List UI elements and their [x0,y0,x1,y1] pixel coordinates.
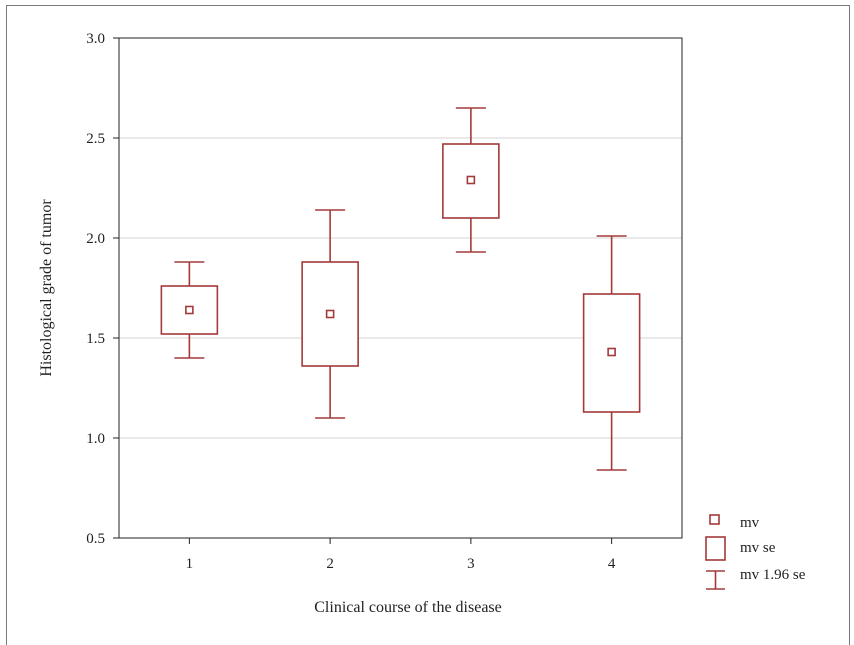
box-series [160,107,641,471]
plot-area-border [118,37,683,539]
y-tick-label-0: 0.5 [86,531,105,547]
box-group-4 [582,235,641,471]
x-tick-label-2: 3 [467,556,475,572]
legend-swatch-mv [709,514,720,525]
mean-marker-4 [607,347,616,357]
mean-marker-3 [466,175,476,185]
x-tick-label-1: 2 [326,556,334,572]
legend-item-mv-1-96-se: mv 1.96 se [706,567,806,590]
y-tick-label-3: 2.0 [86,231,105,247]
se-box-4 [582,293,641,413]
chart-frame [6,5,850,645]
grid-layer [119,137,682,439]
y-axis-ticks: 0.5 1.0 1.5 2.0 2.5 3.0 [86,31,119,547]
se-box-3 [442,143,500,219]
y-tick-label-4: 2.5 [86,131,105,147]
box-plot-chart: 0.5 1.0 1.5 2.0 2.5 3.0 1 2 3 4 Histological gra… [38,31,806,616]
x-axis-ticks: 1 2 3 4 [186,538,616,572]
legend: mv mv se mv 1.96 se [705,514,806,590]
legend-swatch-mv-se [705,536,726,561]
y-axis-title: Histological grade of tumor [38,199,55,377]
y-tick-label-2: 1.5 [86,331,105,347]
legend-label-mv-se: mv se [740,540,776,556]
legend-item-mv-se: mv se [705,536,776,561]
se-box-1 [160,285,219,335]
y-tick-label-5: 3.0 [86,31,105,47]
x-tick-label-0: 1 [186,556,194,572]
mean-marker-2 [325,309,335,319]
mean-marker-1 [185,305,194,315]
y-tick-label-1: 1.0 [86,431,105,447]
box-group-3 [442,107,500,253]
legend-label-mv: mv [740,515,760,531]
x-tick-label-3: 4 [608,556,616,572]
se-box-2 [301,261,359,367]
box-group-1 [160,261,219,359]
legend-label-mv-1-96-se: mv 1.96 se [740,567,806,583]
legend-item-mv: mv [709,514,760,531]
x-axis-title: Clinical course of the disease [314,599,502,616]
box-group-2 [301,209,359,419]
